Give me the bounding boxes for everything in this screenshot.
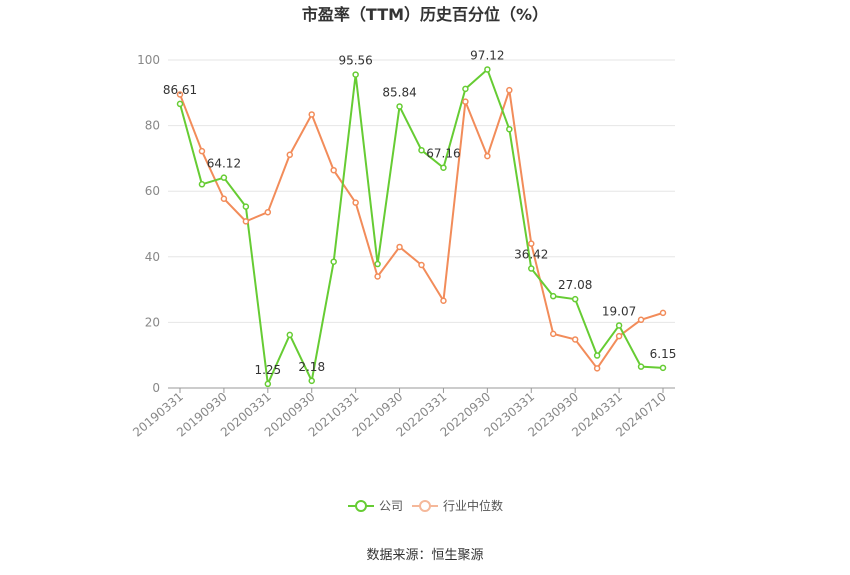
point-s0-20210930 xyxy=(396,103,403,110)
point-s0-20190630 xyxy=(198,181,206,188)
series-line-1 xyxy=(179,89,664,370)
data-labels: 86.61 64.12 1.25 2.18 95.56 85.84 67.16 97.12 36… xyxy=(163,48,677,376)
series-lines xyxy=(179,68,664,385)
point-s0-20221231 xyxy=(506,125,513,133)
data-label-20210930: 85.84 xyxy=(382,85,416,99)
data-source: 数据来源：恒生聚源 xyxy=(366,548,483,563)
legend-label-industry-median: 行业中位数 xyxy=(443,498,503,513)
series-points xyxy=(176,66,667,388)
point-s1-20190930 xyxy=(220,195,228,202)
y-tick-label-60: 60 xyxy=(145,184,160,198)
y-tick-label-0: 0 xyxy=(152,381,160,395)
point-s1-20240630 xyxy=(637,316,645,324)
point-s0-20201231 xyxy=(330,258,337,265)
point-s1-20230930 xyxy=(571,336,579,343)
data-label-20200331: 1.25 xyxy=(254,363,281,377)
point-s0-20200331 xyxy=(264,380,272,388)
point-s0-20190331 xyxy=(176,100,184,108)
data-label-20210331: 95.56 xyxy=(338,54,372,68)
point-s0-20200630 xyxy=(286,331,294,339)
point-s1-20210930 xyxy=(396,243,403,251)
point-s1-20201231 xyxy=(330,166,337,174)
legend-marker-company xyxy=(355,500,367,512)
point-s1-20230331 xyxy=(528,240,535,247)
point-s0-20240710 xyxy=(659,364,667,372)
point-s1-20190331 xyxy=(176,91,184,98)
point-s1-20220630 xyxy=(462,98,469,105)
point-s1-20210630 xyxy=(374,273,381,280)
point-s1-20200331 xyxy=(264,208,272,216)
point-s0-20230331 xyxy=(528,265,535,272)
legend-label-company: 公司 xyxy=(379,499,403,513)
data-label-20240331: 19.07 xyxy=(602,304,636,318)
point-s0-20220331 xyxy=(440,164,447,171)
point-s1-20190630 xyxy=(198,147,206,155)
point-s1-20191231 xyxy=(242,218,250,225)
point-s0-20220630 xyxy=(462,85,469,93)
point-s0-20210331 xyxy=(352,71,359,78)
legend-item-company[interactable]: 公司 xyxy=(348,499,403,513)
point-s1-20200630 xyxy=(286,151,294,159)
legend-item-industry-median[interactable]: 行业中位数 xyxy=(412,498,503,513)
point-s0-20191231 xyxy=(242,203,250,210)
point-s0-20230630 xyxy=(549,292,557,300)
y-axis: 0 20 40 60 80 100 xyxy=(137,53,160,395)
point-s0-20210630 xyxy=(374,260,381,268)
point-s0-20220930 xyxy=(484,66,491,73)
point-s1-20240331 xyxy=(615,332,623,340)
point-s1-20231231 xyxy=(593,365,601,372)
data-label-20220930: 97.12 xyxy=(470,48,504,62)
y-tick-label-20: 20 xyxy=(145,315,160,329)
data-label-20220331: 67.16 xyxy=(426,147,460,161)
data-label-20230930: 27.08 xyxy=(558,278,592,292)
point-s1-20220331 xyxy=(440,297,447,305)
point-s0-20211231 xyxy=(418,146,425,154)
y-tick-label-100: 100 xyxy=(137,53,160,67)
data-label-20230331: 36.42 xyxy=(514,248,548,262)
point-s1-20221231 xyxy=(506,86,513,94)
point-s0-20240630 xyxy=(637,363,645,370)
y-tick-label-40: 40 xyxy=(145,250,160,264)
point-s0-20190930 xyxy=(220,174,228,181)
point-s1-20220930 xyxy=(484,152,491,160)
point-s0-20240331 xyxy=(615,322,623,329)
legend[interactable]: 公司 行业中位数 xyxy=(348,498,503,513)
data-label-20190930: 64.12 xyxy=(207,157,241,171)
y-tick-label-80: 80 xyxy=(145,119,160,133)
legend-marker-industry-median xyxy=(419,500,431,512)
point-s1-20240710 xyxy=(659,309,667,317)
data-label-20190331: 86.61 xyxy=(163,83,197,97)
point-s1-20211231 xyxy=(418,261,425,269)
point-s0-20231231 xyxy=(593,352,601,359)
chart-title: 市盈率（TTM）历史百分位（%） xyxy=(302,5,548,24)
point-s1-20230630 xyxy=(549,330,557,338)
point-s1-20210331 xyxy=(352,199,359,206)
data-label-20200930: 2.18 xyxy=(298,360,325,374)
x-axis: 2019033120190930202003312020093020210331… xyxy=(130,387,675,440)
point-s0-20200930 xyxy=(308,377,315,385)
point-s0-20230930 xyxy=(571,295,579,303)
series-line-0 xyxy=(179,68,664,385)
point-s1-20200930 xyxy=(308,111,315,118)
data-label-20240710: 6.15 xyxy=(650,347,677,361)
